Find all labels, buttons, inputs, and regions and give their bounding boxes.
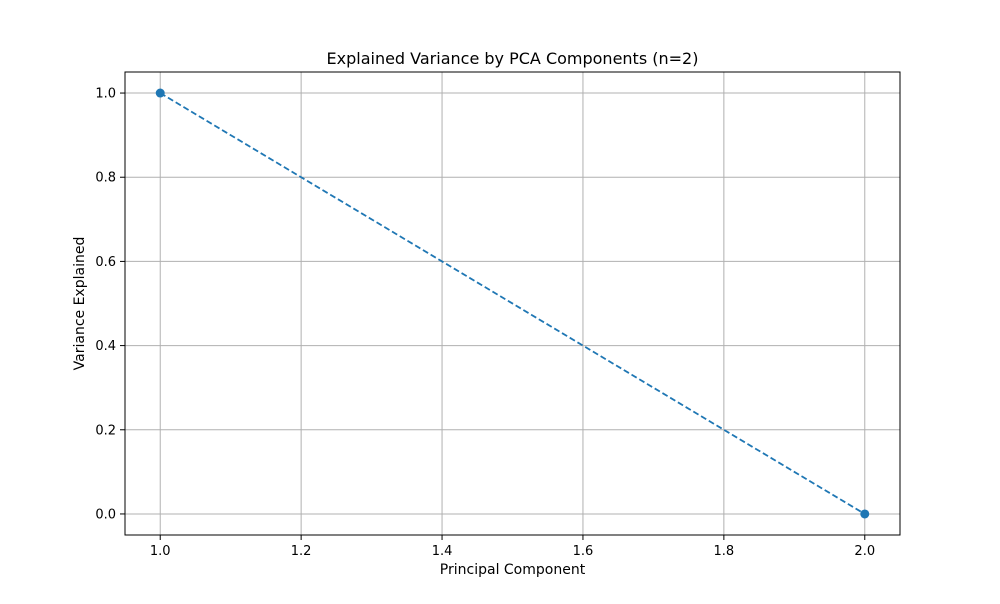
data-point-marker xyxy=(860,509,870,519)
plot-frame xyxy=(124,71,901,536)
x-tick-label: 1.8 xyxy=(714,544,735,559)
y-tick-label: 0.4 xyxy=(95,339,116,354)
y-tick-label: 0.8 xyxy=(95,171,116,186)
tick-layer: 1.0 1.2 1.4 1.6 1.8 2.0 0.0 0.2 0.4 0.6 0.8 1.0 xyxy=(95,87,875,559)
series-line xyxy=(159,92,866,515)
series-layer xyxy=(155,88,870,519)
y-axis-label: Variance Explained xyxy=(72,237,88,371)
x-tick-label: 1.0 xyxy=(150,544,171,559)
data-point-marker xyxy=(155,88,165,98)
chart-title: Explained Variance by PCA Components (n=… xyxy=(327,49,699,68)
x-tick-label: 1.6 xyxy=(573,544,594,559)
x-tick-label: 2.0 xyxy=(854,544,875,559)
x-tick-label: 1.2 xyxy=(291,544,312,559)
y-tick-label: 0.0 xyxy=(95,507,116,522)
x-tick-label: 1.4 xyxy=(432,544,453,559)
grid-layer xyxy=(125,72,900,535)
y-tick-label: 0.2 xyxy=(95,423,116,438)
x-axis-label: Principal Component xyxy=(440,562,586,578)
y-tick-label: 1.0 xyxy=(95,87,116,102)
y-tick-label: 0.6 xyxy=(95,255,116,270)
